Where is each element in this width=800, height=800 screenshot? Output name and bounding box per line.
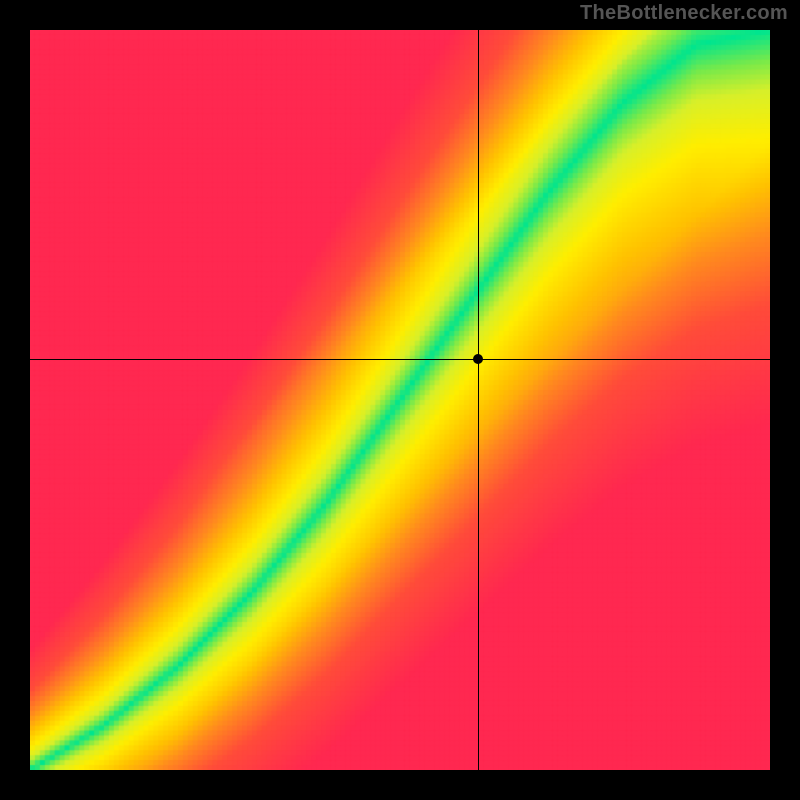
watermark-text: TheBottlenecker.com: [580, 2, 788, 25]
crosshair-marker-dot: [473, 354, 483, 364]
crosshair-vertical: [478, 30, 479, 770]
crosshair-horizontal: [30, 359, 770, 360]
heatmap-canvas: [30, 30, 770, 770]
plot-area: [30, 30, 770, 770]
chart-container: TheBottlenecker.com: [0, 0, 800, 800]
